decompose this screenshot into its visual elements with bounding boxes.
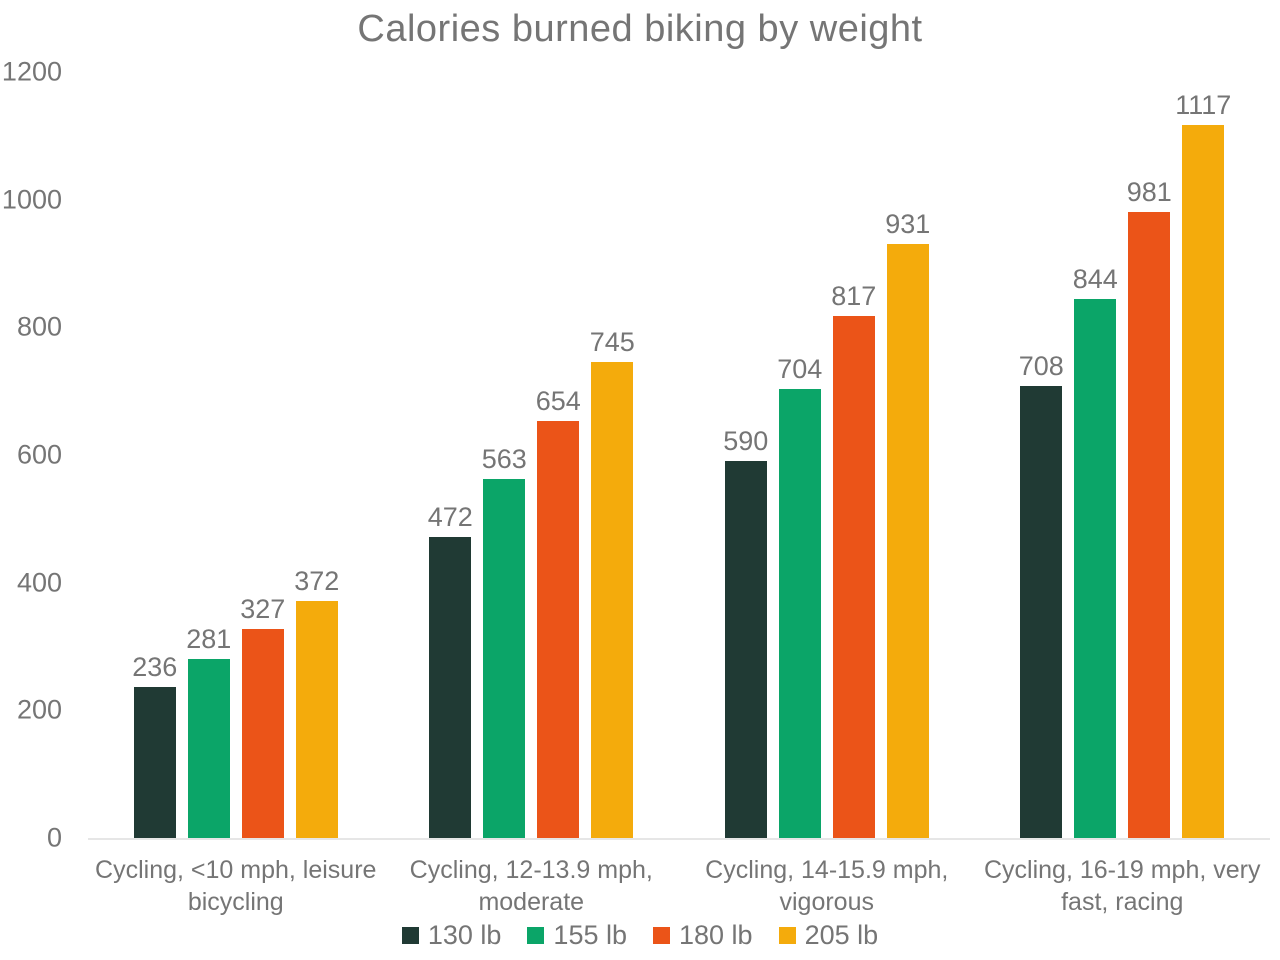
- bar-value-label: 844: [1072, 264, 1118, 295]
- bar-value-label: 981: [1126, 176, 1172, 207]
- legend-label: 180 lb: [679, 920, 753, 950]
- bar-value-label: 281: [186, 623, 232, 654]
- bar-205-lb: 931: [885, 210, 930, 838]
- legend-label: 205 lb: [804, 920, 879, 950]
- bar-value-label: 590: [723, 426, 769, 457]
- bar-205-lb: 372: [294, 567, 339, 838]
- bar-value-label: 372: [294, 565, 340, 596]
- bar-value-label: 704: [777, 353, 823, 384]
- bar-205-lb: 1117: [1175, 91, 1231, 838]
- legend-label: 130 lb: [427, 920, 502, 950]
- bar-205-lb: 745: [590, 329, 635, 838]
- legend-label: 155 lb: [553, 920, 627, 950]
- bar-value-label: 236: [132, 652, 178, 683]
- y-axis-tick-label: 1200: [1, 56, 62, 87]
- plot-area: 236 281 327 372 472 563 654 745 590 704 817 931 708 8…: [88, 72, 1270, 840]
- bar-value-label: 1117: [1175, 89, 1232, 120]
- bar-group: 708 844 981 1117: [975, 72, 1271, 838]
- x-axis-labels: Cycling, <10 mph, leisure bicycling Cycli…: [88, 854, 1270, 918]
- bar-155-lb: 844: [1073, 266, 1118, 838]
- legend-swatch-icon: [778, 927, 796, 944]
- y-axis-tick-label: 0: [46, 822, 62, 853]
- bar-value-label: 745: [589, 327, 635, 358]
- bar-group: 590 704 817 931: [679, 72, 975, 838]
- bar-180-lb: 817: [831, 283, 876, 838]
- bar-155-lb: 281: [186, 625, 231, 838]
- bar-value-label: 327: [240, 594, 286, 625]
- bar-130-lb: 472: [428, 503, 473, 838]
- legend-swatch-icon: [653, 927, 670, 944]
- legend-item-130-lb: 130 lb: [401, 920, 502, 950]
- y-axis-tick-label: 200: [16, 694, 62, 725]
- bar-value-label: 654: [535, 385, 581, 416]
- y-axis: 0 200 400 600 800 1000 1200: [0, 58, 62, 851]
- bar-group: 236 281 327 372: [88, 72, 384, 838]
- bar-180-lb: 654: [536, 387, 581, 838]
- bar-180-lb: 327: [240, 596, 285, 838]
- bar-155-lb: 563: [482, 445, 527, 838]
- bar-180-lb: 981: [1127, 178, 1172, 838]
- bar-group: 472 563 654 745: [384, 72, 680, 838]
- x-axis-category-label: Cycling, 14-15.9 mph, vigorous: [705, 856, 949, 916]
- bar-130-lb: 590: [723, 428, 768, 838]
- y-axis-tick-label: 400: [16, 567, 62, 598]
- legend-item-205-lb: 205 lb: [778, 920, 879, 950]
- bar-130-lb: 236: [132, 654, 177, 838]
- legend-swatch-icon: [527, 927, 545, 944]
- legend-item-180-lb: 180 lb: [653, 922, 753, 949]
- bar-value-label: 931: [885, 208, 931, 239]
- y-axis-tick-label: 600: [16, 439, 62, 470]
- y-axis-tick-label: 800: [16, 311, 62, 342]
- chart-title: Calories burned biking by weight: [357, 8, 923, 50]
- legend: 130 lb 155 lb 180 lb 205 lb: [0, 922, 1280, 949]
- legend-item-155-lb: 155 lb: [527, 922, 627, 949]
- bar-155-lb: 704: [777, 355, 822, 838]
- bar-value-label: 563: [481, 443, 527, 474]
- legend-swatch-icon: [401, 927, 419, 944]
- bar-value-label: 472: [427, 501, 473, 532]
- bar-value-label: 817: [831, 281, 877, 312]
- x-axis-category-label: Cycling, <10 mph, leisure bicycling: [95, 856, 377, 916]
- bar-value-label: 708: [1018, 351, 1064, 382]
- y-axis-tick-label: 1000: [1, 184, 62, 215]
- x-axis-category-label: Cycling, 16-19 mph, very fast, racing: [983, 856, 1261, 916]
- x-axis-category-label: Cycling, 12-13.9 mph, moderate: [409, 856, 653, 916]
- bar-130-lb: 708: [1019, 353, 1064, 838]
